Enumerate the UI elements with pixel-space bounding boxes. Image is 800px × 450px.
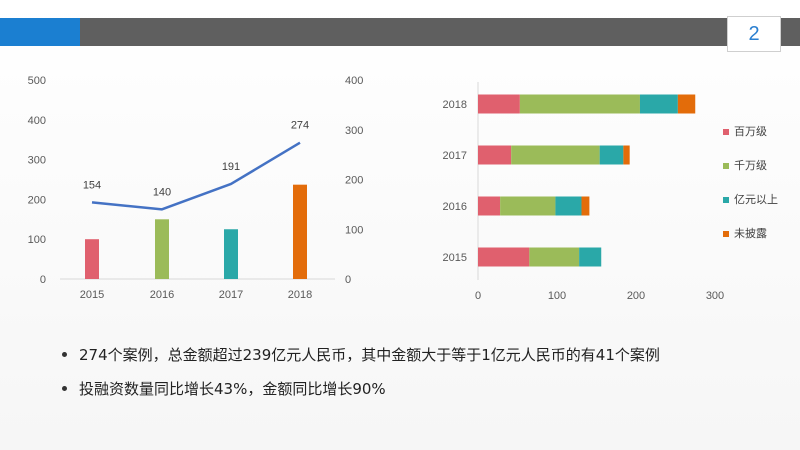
segment-2016-3: [581, 196, 590, 216]
x-axis-tick-label: 300: [706, 290, 724, 302]
segment-2015-2: [579, 247, 602, 267]
bullet-item: 274个案例，总金额超过239亿元人民币，其中金额大于等于1亿元人民币的有41个…: [62, 340, 782, 368]
segment-2018-2: [639, 94, 678, 114]
x-axis-tick-label: 200: [627, 290, 645, 302]
x-axis-tick-label: 0: [475, 290, 481, 302]
bar-2018: [293, 184, 307, 279]
segment-2018-1: [519, 94, 640, 114]
bullet-dot: [62, 385, 67, 391]
combo-chart: 0 100 200 300 400 500 0 100 200 300 400 2015 2016 201…: [28, 75, 364, 301]
y-axis-tick-label: 2018: [443, 99, 467, 111]
legend-swatch: [723, 129, 729, 135]
legend-label: 千万级: [734, 159, 767, 172]
y-axis-tick-label: 2017: [443, 150, 467, 162]
y-axis-tick-label: 2016: [443, 201, 467, 213]
segment-2017-3: [623, 145, 630, 165]
legend-label: 亿元以上: [734, 193, 778, 206]
legend-label: 未披露: [734, 226, 767, 240]
x-axis-tick-label: 2018: [288, 289, 312, 301]
bullet-text: 投融资数量同比增长43%，金额同比增长90%: [79, 379, 386, 398]
legend-swatch: [723, 163, 729, 169]
segment-2017-0: [478, 145, 512, 165]
x-axis-tick-label: 2015: [80, 289, 104, 301]
bullet-dot: [62, 351, 67, 357]
header-bar: [0, 18, 800, 46]
right-axis-tick-label: 400: [345, 75, 363, 87]
y-axis-tick-label: 2015: [443, 252, 467, 264]
segment-2018-3: [677, 94, 696, 114]
segment-2015-0: [478, 247, 530, 267]
left-axis-tick-label: 0: [40, 274, 46, 286]
right-axis-tick-label: 100: [345, 224, 363, 236]
left-axis-tick-label: 300: [28, 155, 46, 167]
x-axis-tick-label: 100: [548, 290, 566, 302]
left-axis-tick-label: 100: [28, 234, 46, 246]
line-data-label: 191: [222, 161, 240, 173]
bullet-item: 投融资数量同比增长43%，金额同比增长90%: [62, 374, 782, 402]
header-accent: [0, 18, 80, 46]
segment-2016-2: [555, 196, 582, 216]
legend-swatch: [723, 231, 729, 237]
right-axis-tick-label: 0: [345, 274, 351, 286]
right-axis-tick-label: 200: [345, 175, 363, 187]
x-axis-tick-label: 2016: [150, 289, 174, 301]
trend-line: [91, 141, 301, 211]
segment-2016-0: [478, 196, 501, 216]
bullet-list: 274个案例，总金额超过239亿元人民币，其中金额大于等于1亿元人民币的有41个…: [62, 340, 782, 408]
segment-2015-1: [529, 247, 580, 267]
legend-swatch: [723, 197, 729, 203]
bar-2015: [85, 239, 99, 279]
left-axis-tick-label: 400: [28, 115, 46, 127]
page-number: 2: [727, 16, 781, 52]
left-axis-tick-label: 200: [28, 194, 46, 206]
segment-2018-0: [478, 94, 520, 114]
left-axis-tick-label: 500: [28, 75, 46, 87]
bullet-text: 274个案例，总金额超过239亿元人民币，其中金额大于等于1亿元人民币的有41个…: [79, 345, 660, 364]
segment-2017-2: [599, 145, 624, 165]
right-axis-tick-label: 300: [345, 125, 363, 137]
bar-2016: [155, 219, 169, 279]
segment-2017-1: [511, 145, 600, 165]
line-data-label: 140: [153, 186, 171, 198]
bar-2017: [224, 229, 238, 279]
segment-2016-1: [500, 196, 556, 216]
line-data-label: 274: [291, 120, 309, 132]
x-axis-tick-label: 2017: [219, 289, 243, 301]
line-data-label: 154: [83, 179, 101, 191]
legend-label: 百万级: [734, 125, 767, 138]
